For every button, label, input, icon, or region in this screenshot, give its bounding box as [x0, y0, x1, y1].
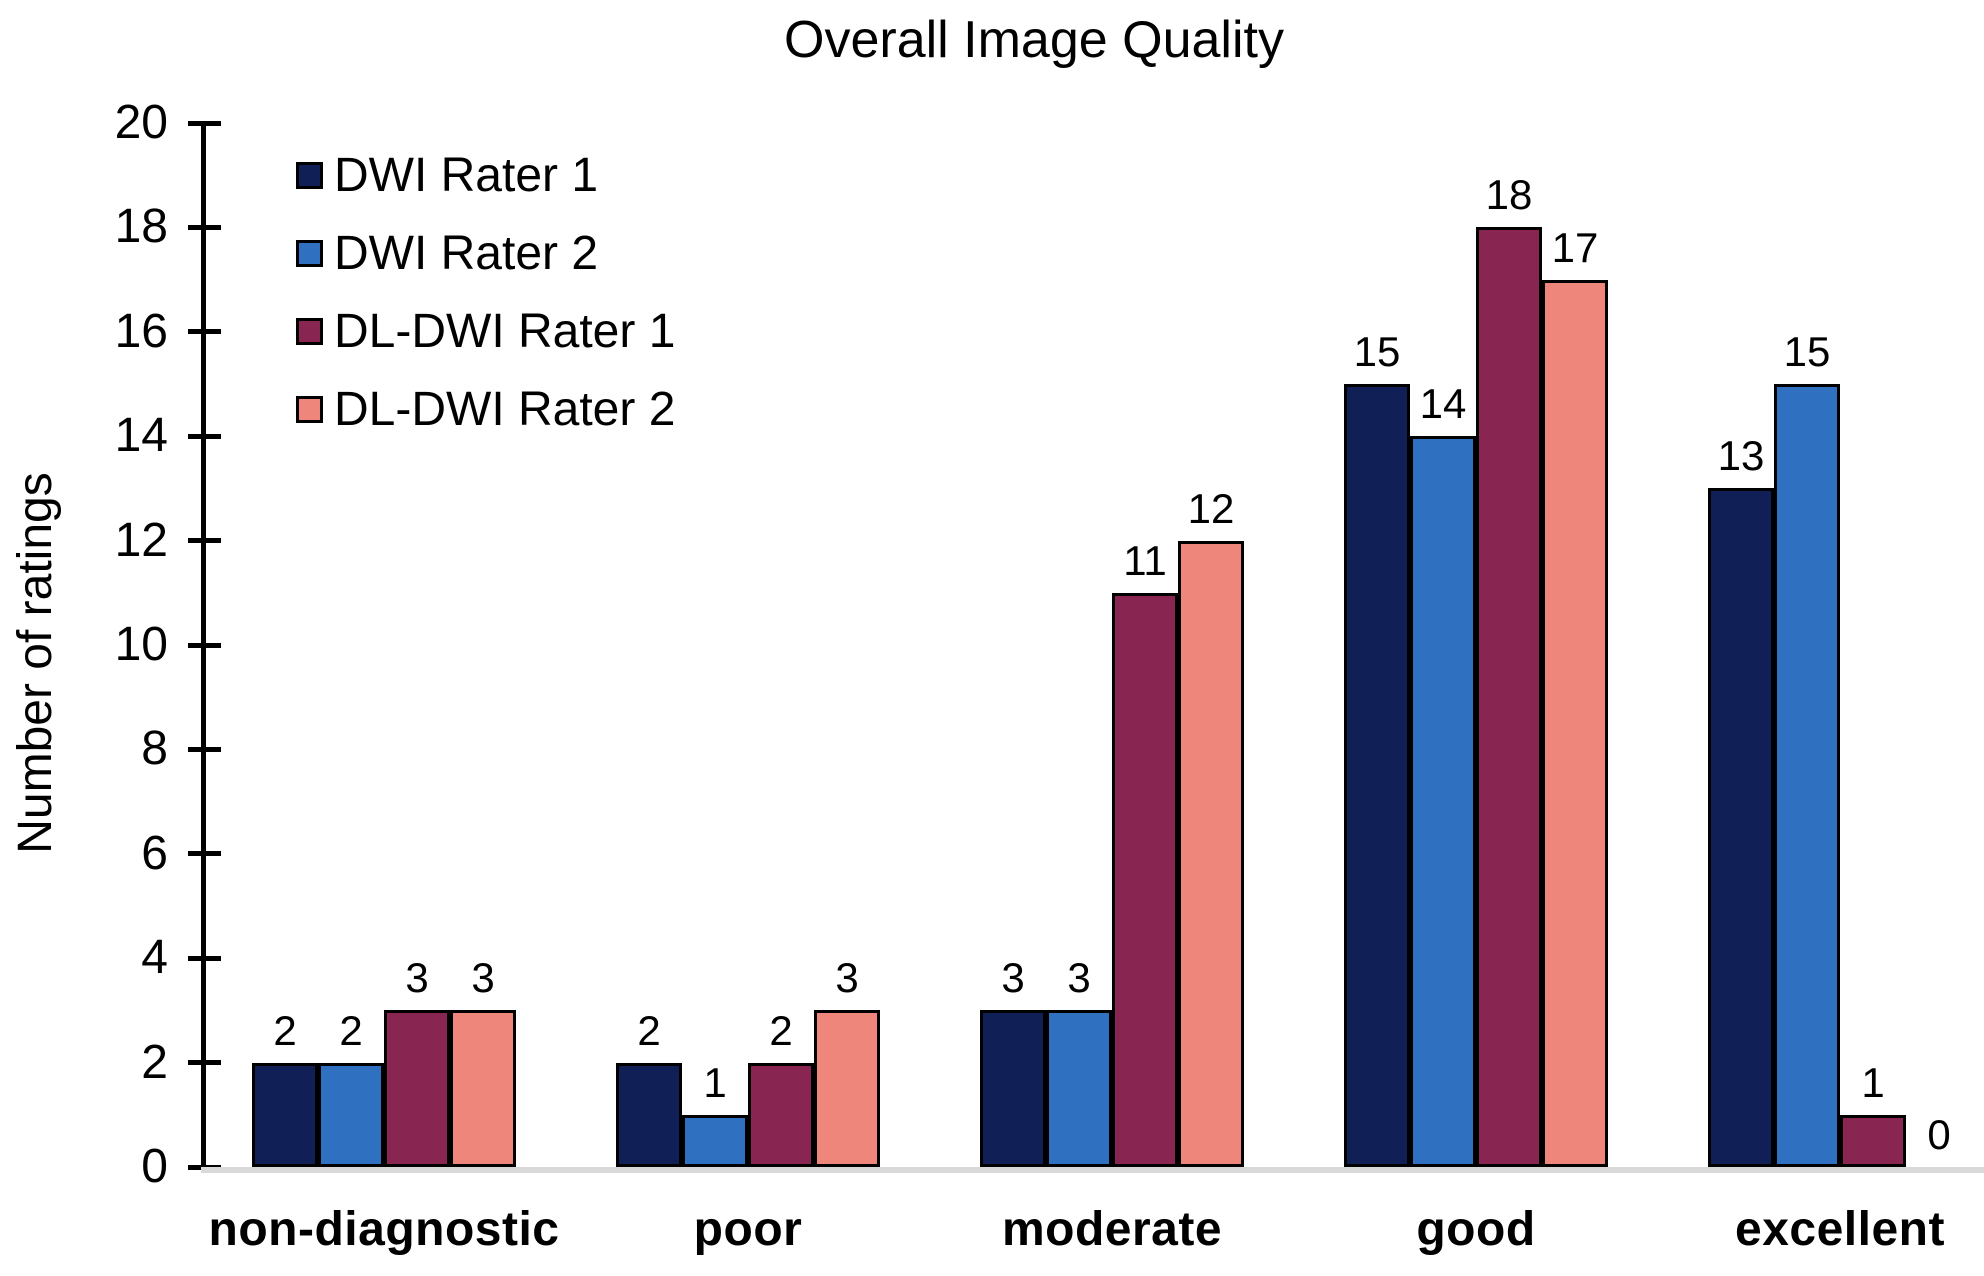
y-axis-tick-label: 14: [114, 409, 168, 463]
bar: [1476, 227, 1542, 1167]
y-axis-tick: [188, 1060, 221, 1066]
bar: [1344, 384, 1410, 1167]
bar: [1046, 1010, 1112, 1167]
bar-value-label: 18: [1485, 171, 1533, 218]
y-axis-tick-label: 6: [141, 826, 168, 880]
y-axis-tick-label: 8: [141, 722, 168, 776]
bar: [980, 1010, 1046, 1167]
bar-value-label: 12: [1187, 485, 1235, 532]
bar: [1840, 1115, 1906, 1167]
chart-title: Overall Image Quality: [784, 11, 1284, 69]
y-axis-tick-label: 20: [114, 96, 168, 149]
bar-value-label: 3: [471, 954, 495, 1001]
bar-value-label: 2: [637, 1007, 661, 1054]
y-axis-tick-label: 4: [141, 931, 168, 985]
x-axis-category-label: moderate: [1001, 1203, 1223, 1256]
legend-swatch: [296, 318, 323, 345]
bar: [1708, 488, 1774, 1167]
x-axis-category-label: good: [1416, 1203, 1536, 1256]
x-axis-category-label: poor: [693, 1203, 803, 1256]
bar-value-label: 15: [1783, 328, 1831, 375]
bar-value-label: 3: [405, 954, 429, 1001]
bar-value-label: 2: [273, 1007, 297, 1054]
bar: [1410, 436, 1476, 1167]
bar-value-label: 14: [1419, 380, 1467, 427]
bar-value-label: 2: [339, 1007, 363, 1054]
y-axis-tick-label: 18: [114, 200, 168, 254]
y-axis-tick: [188, 955, 221, 961]
bar-value-label: 3: [1067, 954, 1091, 1001]
bar: [748, 1063, 814, 1167]
bar-value-label: 3: [835, 954, 859, 1001]
bar-value-label: 15: [1353, 328, 1401, 375]
bar-value-label: 1: [1861, 1059, 1885, 1106]
bar-value-label: 2: [769, 1007, 793, 1054]
bar: [450, 1010, 516, 1167]
y-axis-tick: [188, 538, 221, 544]
y-axis-tick-label: 12: [114, 513, 168, 567]
legend-swatch: [296, 240, 323, 267]
y-axis-tick: [188, 433, 221, 439]
y-axis-tick-label: 0: [141, 1140, 168, 1193]
bar-value-label: 3: [1001, 954, 1025, 1001]
bar: [814, 1010, 880, 1167]
y-axis-tick: [188, 224, 221, 230]
bar: [318, 1063, 384, 1167]
bar-value-label: 13: [1717, 432, 1765, 479]
bar-value-label: 0: [1927, 1111, 1951, 1158]
y-axis-tick-label: 2: [141, 1035, 168, 1089]
legend-series-label: DL-DWI Rater 2: [334, 383, 676, 436]
y-axis-tick-label: 10: [114, 618, 168, 671]
bar: [682, 1115, 748, 1167]
bar-value-label: 1: [703, 1059, 727, 1106]
y-axis-tick: [188, 329, 221, 335]
bar: [384, 1010, 450, 1167]
y-axis-tick: [188, 746, 221, 752]
x-axis-category-label: non-diagnostic: [208, 1203, 560, 1256]
legend-swatch: [296, 396, 323, 423]
bar: [1178, 541, 1244, 1167]
bar: [616, 1063, 682, 1167]
bar: [1542, 280, 1608, 1167]
y-axis-tick: [188, 851, 221, 857]
legend-swatch: [296, 162, 323, 189]
legend-series-label: DWI Rater 2: [334, 227, 599, 280]
bar: [1112, 593, 1178, 1167]
bar: [1774, 384, 1840, 1167]
x-axis-category-label: excellent: [1735, 1203, 1945, 1256]
y-axis-tick: [188, 642, 221, 648]
x-axis-baseline: [201, 1167, 1984, 1173]
bar-value-label: 11: [1123, 537, 1167, 584]
legend-series-label: DWI Rater 1: [334, 149, 599, 202]
y-axis-tick: [188, 120, 221, 126]
bar-value-label: 17: [1551, 224, 1599, 271]
legend-series-label: DL-DWI Rater 1: [334, 305, 676, 358]
bar: [252, 1063, 318, 1167]
y-axis-tick-label: 16: [114, 304, 168, 358]
